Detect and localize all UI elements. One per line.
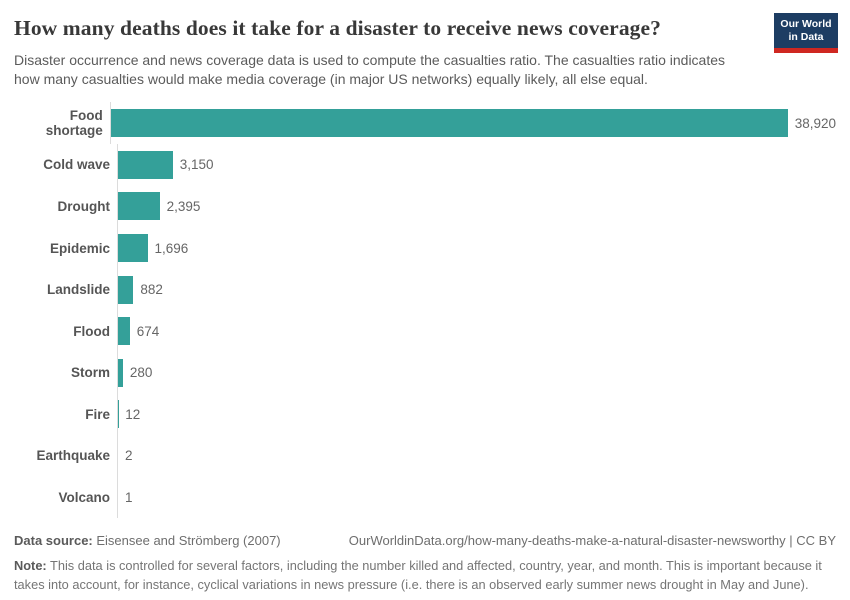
bar-area: 674 [117,310,836,352]
category-label: Flood [73,323,110,339]
category-label: Storm [70,365,110,381]
data-source-label: Data source: [14,533,93,549]
chart-footer: Data source: Eisensee and Strömberg (200… [14,533,836,594]
license-link[interactable]: CC BY [796,533,836,549]
bar-area: 882 [117,268,836,311]
category-label: Landslide [46,282,110,298]
bar[interactable] [118,234,148,262]
chart-row: Epidemic 1,696 [14,227,836,269]
owid-logo-line2: in Data [788,31,824,44]
value-label: 280 [129,365,153,381]
bar-area: 3,150 [117,144,836,186]
value-label: 2 [125,448,133,464]
owid-logo-red-strip [774,48,838,54]
note-label: Note: [14,558,47,574]
attribution-separator: | [785,533,797,549]
attribution: OurWorldinData.org/how-many-deaths-make-… [349,533,836,550]
chart-row: Storm 280 [14,351,836,394]
bar[interactable] [118,150,173,179]
value-label: 882 [140,282,163,298]
bar-area: 2 [117,435,836,477]
chart-row: Earthquake 2 [14,435,836,477]
bar[interactable] [118,275,134,304]
category-label: Drought [57,198,110,214]
value-label: 12 [125,406,141,422]
data-source-text: Eisensee and Strömberg (2007) [92,533,281,549]
value-label: 2,395 [166,198,201,214]
chart-row: Fire 12 [14,393,836,436]
chart-row: Food shortage 38,920 [14,102,836,145]
note-text: This data is controlled for several fact… [14,558,822,592]
value-label: 3,150 [179,157,214,173]
chart-note: Note: This data is controlled for severa… [14,557,836,594]
chart-row: Cold wave 3,150 [14,144,836,186]
bar-area: 12 [117,393,836,436]
category-label: Fire [85,406,110,422]
chart-subtitle: Disaster occurrence and news coverage da… [14,51,726,88]
chart-row: Flood 674 [14,310,836,352]
bar[interactable] [118,358,123,387]
category-label: Volcano [58,490,110,506]
owid-logo-text: Our World in Data [774,13,838,49]
bar-area: 1 [117,476,836,519]
value-label: 674 [136,323,160,339]
bar-area: 38,920 [109,102,836,145]
bar-area: 280 [117,351,836,394]
chart-row: Volcano 1 [14,476,836,519]
bar[interactable] [118,192,160,221]
owid-logo-line1: Our World [780,18,832,30]
category-label: Earthquake [36,448,110,464]
category-label: Cold wave [43,157,110,173]
bar-chart: Food shortage 38,920 Cold wave 3,150 Drought… [14,102,836,519]
bar-area: 2,395 [117,185,836,228]
category-label: Epidemic [49,240,110,256]
source-row: Data source: Eisensee and Strömberg (200… [14,533,836,550]
data-source: Data source: Eisensee and Strömberg (200… [14,533,281,550]
value-label: 1 [125,490,133,506]
bar[interactable] [118,317,130,346]
bar-area: 1,696 [117,227,836,269]
chart-row: Landslide 882 [14,268,836,311]
bar[interactable] [110,109,788,138]
chart-title: How many deaths does it take for a disas… [14,16,662,40]
chart-row: Drought 2,395 [14,185,836,228]
category-label: Food shortage [45,108,103,139]
owid-url-link[interactable]: OurWorldinData.org/how-many-deaths-make-… [348,533,786,549]
value-label: 38,920 [794,115,836,131]
value-label: 1,696 [154,240,189,256]
owid-logo[interactable]: Our World in Data [774,13,838,54]
